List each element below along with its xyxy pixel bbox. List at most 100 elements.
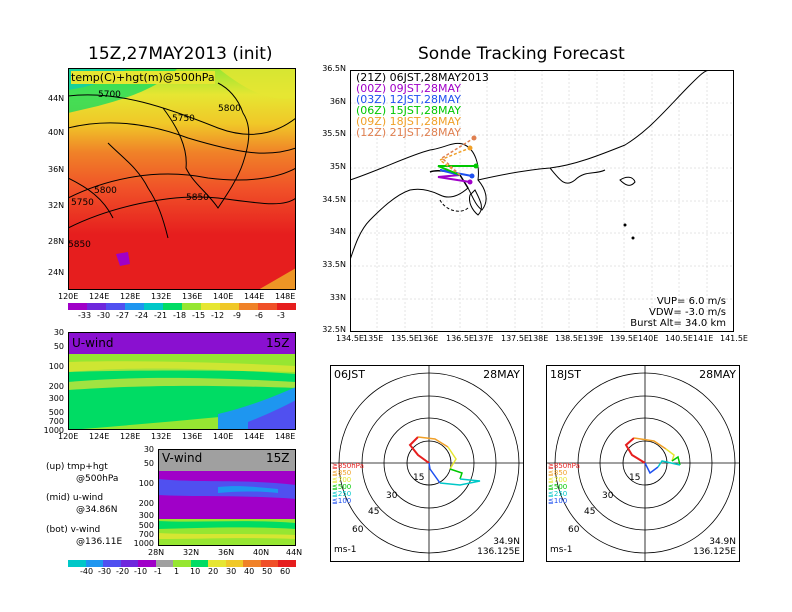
lat-tick: 44N [286, 548, 303, 557]
level-legend-entry: ≦250 [332, 490, 352, 498]
lon-tick: 137E [473, 334, 494, 343]
level-legend-entry: ≦500 [332, 483, 352, 491]
level-legend: ≧850hPa ≦850 ≦700 ≦500 ≦250 ≦100 [332, 463, 364, 505]
uwind-frame [68, 332, 296, 430]
pressure-tick: 50 [53, 342, 64, 351]
lon-tick: 136E [182, 432, 203, 441]
level-legend-entry: ≦500 [548, 483, 568, 491]
lon-tick: 141.5E [720, 334, 748, 343]
pressure-tick: 700 [138, 530, 154, 539]
map-panel-label: temp(C)+hgt(m)@500hPa [71, 71, 215, 84]
lon-tick: 138.5E [555, 334, 583, 343]
legend-entry: (03Z) 12JST,28MAY [356, 93, 461, 106]
ascent-params: VUP= 6.0 m/s VDW= -3.0 m/s Burst Alt= 34… [630, 296, 726, 329]
colorbar-label: -27 [116, 311, 130, 320]
pressure-tick: 30 [53, 328, 64, 337]
colorbar-label: -33 [78, 311, 92, 320]
note-up: (up) tmp+hgt @500hPa [46, 462, 119, 484]
wind-colorbar [68, 560, 296, 567]
tracking-frame [350, 70, 734, 332]
colorbar-swatch [85, 560, 104, 567]
colorbar-swatch [278, 560, 296, 567]
vwind-frame [158, 449, 296, 546]
colorbar-swatch [208, 560, 226, 567]
colorbar-swatch [243, 560, 261, 567]
lon-tick: 136E [418, 334, 439, 343]
pressure-tick: 100 [138, 479, 154, 488]
burst-alt-value: Burst Alt= 34.0 km [630, 318, 726, 329]
ring-label: 30 [386, 491, 398, 501]
hodograph-frame [546, 365, 740, 562]
lat-tick: 32.5N [322, 325, 346, 334]
vwind-cross-section: V-wind 15Z [158, 449, 296, 546]
hodograph-date: 28MAY [483, 368, 520, 381]
temp-height-map: temp(C)+hgt(m)@500hPa 5700 5750 5800 580… [68, 68, 296, 290]
colorbar-label: 1 [174, 567, 180, 576]
colorbar-swatch [138, 560, 156, 567]
vwind-field [158, 449, 296, 546]
hodograph-time: 18JST [550, 368, 581, 381]
contour-label: 5750 [71, 198, 94, 208]
colorbar-label: -20 [116, 567, 130, 576]
lat-tick: 36N [218, 548, 235, 557]
map-frame [68, 68, 296, 290]
legend-entry: (21Z) 06JST,28MAY2013 [356, 71, 489, 84]
colorbar-swatch [260, 560, 279, 567]
ring-label: 30 [602, 491, 614, 501]
legend-entry: (06Z) 15JST,28MAY [356, 104, 461, 117]
lat-tick: 32N [48, 201, 65, 210]
contour-label: 5800 [94, 186, 117, 196]
colorbar-label: -40 [80, 567, 94, 576]
contour-label: 5850 [68, 240, 91, 250]
lon-tick: 140.5E [665, 334, 693, 343]
colorbar-swatch [106, 303, 125, 310]
map-lon-axis: 120E 124E 128E 132E 136E 140E 144E 148E [58, 292, 306, 302]
level-legend-entry: ≦100 [332, 497, 352, 505]
vup-value: VUP= 6.0 m/s [656, 296, 726, 307]
lat-tick: 40N [253, 548, 270, 557]
colorbar-label: 40 [244, 567, 255, 576]
tracking-lat-axis: 36.5N 36N 35.5N 35N 34.5N 34N 33.5N 33N … [318, 64, 348, 336]
lon-tick: 120E [58, 432, 79, 441]
uwind-field [68, 332, 296, 430]
temp-colorbar [68, 303, 296, 310]
lon-tick: 148E [275, 292, 296, 301]
lon-tick: 141E [693, 334, 714, 343]
hodograph-18jst: 18JST 28MAY 15 30 45 60 ≧850hPa ≦850 ≦700 ≦… [546, 365, 740, 562]
colorbar-swatch [239, 303, 258, 310]
lon-tick: 128E [120, 292, 141, 301]
ring-label: 45 [368, 507, 380, 517]
location: 34.9N 136.125E [693, 537, 736, 557]
ring-label: 45 [584, 507, 596, 517]
lat-tick: 40N [48, 128, 65, 137]
level-legend: ≧850hPa ≦850 ≦700 ≦500 ≦250 ≦100 [548, 463, 580, 505]
lon-tick: 124E [89, 292, 110, 301]
temp-colorbar-labels: -33 -30 -27 -24 -21 -18 -15 -12 -9 -6 -3 [68, 311, 296, 321]
lon-tick: 144E [244, 292, 265, 301]
lon-tick: 128E [120, 432, 141, 441]
trajectory-legend: (21Z) 06JST,28MAY2013 (00Z) 09JST,28MAY (0… [356, 72, 489, 138]
colorbar-label: -1 [154, 567, 162, 576]
uwind-lon-axis: 120E 124E 128E 132E 136E 140E 144E 148E [58, 432, 306, 442]
unit-label: ms-1 [334, 545, 357, 555]
colorbar-swatch [225, 560, 244, 567]
colorbar-swatch [68, 303, 87, 310]
colorbar-label: -12 [211, 311, 225, 320]
lat-tick: 32N [183, 548, 200, 557]
colorbar-swatch [144, 303, 163, 310]
lon-tick: 136E [182, 292, 203, 301]
legend-entry: (00Z) 09JST,28MAY [356, 82, 461, 95]
lon-tick: 135E [363, 334, 384, 343]
lat-tick: 35.5N [322, 129, 346, 138]
lon-tick: 137.5E [501, 334, 529, 343]
lat-tick: 36.5N [322, 64, 346, 73]
colorbar-label: 60 [280, 567, 291, 576]
lon-tick: 134.5E [336, 334, 364, 343]
colorbar-label: -30 [98, 567, 112, 576]
lon-tick: 140E [638, 334, 659, 343]
unit-label: ms-1 [550, 545, 573, 555]
colorbar-swatch [190, 560, 209, 567]
pressure-tick: 500 [138, 521, 154, 530]
vwind-pressure-axis: 30 50 100 200 300 500 700 1000 [132, 445, 156, 550]
level-legend-entry: ≦250 [548, 490, 568, 498]
